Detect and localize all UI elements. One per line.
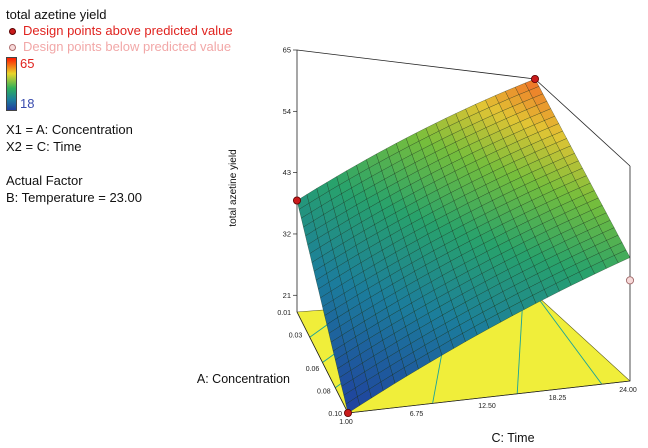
scale-max-label: 65 bbox=[20, 56, 35, 71]
time-axis-line bbox=[347, 380, 631, 414]
actual-factor: Actual Factor B: Temperature = 23.00 bbox=[6, 172, 306, 206]
z-axis-title: total azetine yield bbox=[228, 149, 239, 226]
design-point-2 bbox=[531, 75, 540, 84]
x-tick-label-3: 0.08 bbox=[317, 389, 331, 396]
legend: total azetine yield Design points above … bbox=[6, 6, 306, 206]
legend-below-row: Design points below predicted value bbox=[6, 39, 306, 55]
actual-factor-value: B: Temperature = 23.00 bbox=[6, 190, 142, 205]
y-axis-title: C: Time bbox=[491, 431, 534, 445]
design-point-1 bbox=[292, 196, 301, 205]
z-tick-label-1: 32 bbox=[283, 229, 291, 238]
x-axis-title: A: Concentration bbox=[197, 372, 290, 386]
axis-labels-layer: 21 32 43 54 65 0.01 0.03 0.06 0.08 0.101.00 6.75 12… bbox=[197, 46, 637, 446]
scale-min-label: 18 bbox=[20, 96, 35, 111]
contour-line-6 bbox=[534, 293, 603, 385]
design-point-4 bbox=[626, 276, 635, 285]
top-back-edge bbox=[296, 49, 536, 80]
actual-factor-title: Actual Factor bbox=[6, 173, 83, 188]
factor-x1: X1 = A: Concentration bbox=[6, 122, 133, 137]
y-tick-label-2: 12.50 bbox=[478, 403, 496, 410]
contour-line-5 bbox=[516, 294, 524, 394]
y-tick-label-3: 18.25 bbox=[549, 395, 567, 402]
legend-title: total azetine yield bbox=[6, 7, 107, 22]
y-tick-label-0: 1.00 bbox=[339, 419, 353, 426]
x-tick-label-0: 0.01 bbox=[277, 310, 291, 317]
design-point-3 bbox=[343, 408, 352, 417]
legend-above-label: Design points above predicted value bbox=[23, 23, 233, 38]
concentration-axis-line bbox=[296, 311, 349, 414]
y-tick-label-1: 6.75 bbox=[410, 411, 424, 418]
legend-above-row: Design points above predicted value bbox=[6, 23, 306, 39]
y-tick-label-4: 24.00 bbox=[619, 387, 637, 394]
legend-below-label: Design points below predicted value bbox=[23, 39, 232, 54]
x-tick-label-1: 0.03 bbox=[289, 332, 303, 339]
z-tick-label-0: 21 bbox=[283, 291, 291, 300]
z-tick-label-2: 43 bbox=[283, 168, 291, 177]
frame-front bbox=[296, 166, 631, 414]
response-surface bbox=[296, 78, 631, 414]
z-tick-label-3: 54 bbox=[283, 107, 291, 116]
x-tick-label-4: 0.10 bbox=[328, 411, 342, 418]
x-tick-label-2: 0.06 bbox=[306, 366, 320, 373]
below-point-icon bbox=[9, 43, 16, 51]
factor-coding: X1 = A: Concentration X2 = C: Time bbox=[6, 121, 306, 155]
color-scale-labels: 65 18 bbox=[20, 57, 34, 111]
color-scale: 65 18 bbox=[6, 57, 306, 111]
color-scale-bar bbox=[6, 57, 17, 111]
factor-x2: X2 = C: Time bbox=[6, 139, 82, 154]
design-points bbox=[292, 75, 635, 417]
z-tick-label-4: 65 bbox=[283, 46, 291, 55]
top-right-edge bbox=[534, 78, 631, 167]
above-point-icon bbox=[9, 27, 16, 35]
